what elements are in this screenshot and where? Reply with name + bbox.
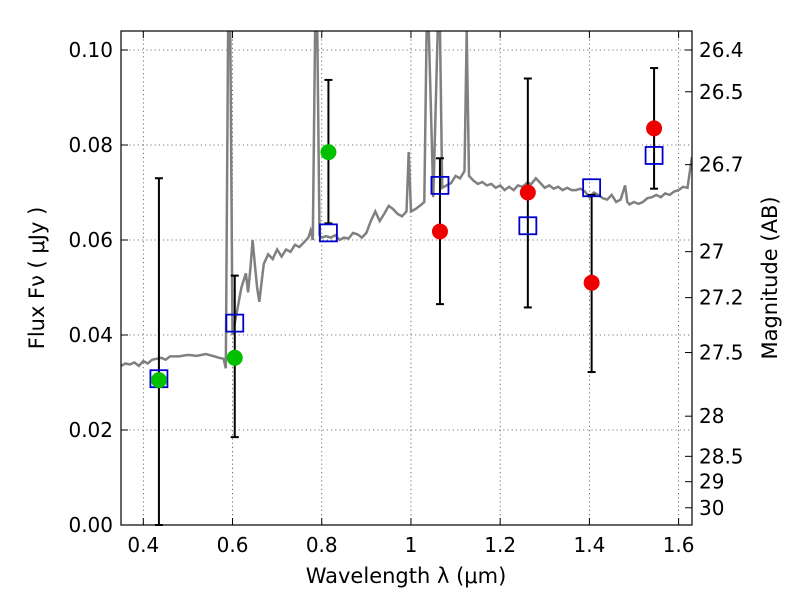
y-tick-label: 0.00 <box>68 513 113 537</box>
observed-point <box>150 372 167 389</box>
magnitude-tick-label: 29 <box>699 470 724 494</box>
observed-point <box>226 349 243 366</box>
model-point <box>518 216 538 236</box>
model-point <box>644 146 664 165</box>
x-tick-label: 0.8 <box>306 533 338 557</box>
magnitude-tick-label: 28.5 <box>699 444 744 468</box>
model-point <box>225 313 245 333</box>
y-tick-label: 0.10 <box>68 38 113 62</box>
y-tick-label: 0.06 <box>68 228 113 252</box>
y-axis-label: Flux Fν ( μJy ) <box>25 207 49 350</box>
x-tick-label: 1 <box>405 533 418 557</box>
observed-point <box>431 223 448 240</box>
y-axis-ticks: 0.00 0.02 0.04 0.06 0.08 0.10 <box>68 38 128 537</box>
plot-frame <box>120 30 693 526</box>
y-tick-label: 0.02 <box>68 418 113 442</box>
x-axis-ticks: 0.4 0.6 0.8 1 1.2 1.4 1.6 <box>127 31 695 557</box>
magnitude-tick-label: 28 <box>699 404 724 428</box>
observed-point <box>320 144 337 161</box>
magnitude-tick-label: 27.2 <box>699 286 744 310</box>
x-tick-label: 0.4 <box>127 533 159 557</box>
y-tick-label: 0.08 <box>68 133 113 157</box>
x-tick-label: 1.4 <box>573 533 605 557</box>
x-tick-label: 1.2 <box>484 533 516 557</box>
observed-point <box>519 184 536 201</box>
magnitude-axis-label: Magnitude (AB) <box>758 196 782 359</box>
magnitude-tick-label: 26.5 <box>699 80 744 104</box>
model-points <box>149 146 664 389</box>
magnitude-tick-label: 26.7 <box>699 153 744 177</box>
model-point <box>430 175 450 195</box>
observed-point <box>646 120 663 137</box>
x-tick-label: 1.6 <box>663 533 695 557</box>
magnitude-tick-label: 27.5 <box>699 341 744 365</box>
x-axis-label: Wavelength λ (μm) <box>306 564 507 588</box>
magnitude-tick-label: 30 <box>699 496 724 520</box>
grid-lines <box>121 31 692 526</box>
magnitude-tick-label: 27 <box>699 240 724 264</box>
model-point <box>319 223 338 243</box>
observed-point <box>583 274 600 291</box>
observed-points <box>150 120 663 389</box>
model-point <box>582 178 602 198</box>
x-tick-label: 0.6 <box>217 533 249 557</box>
magnitude-tick-label: 26.4 <box>699 38 744 62</box>
y-tick-label: 0.04 <box>68 323 113 347</box>
